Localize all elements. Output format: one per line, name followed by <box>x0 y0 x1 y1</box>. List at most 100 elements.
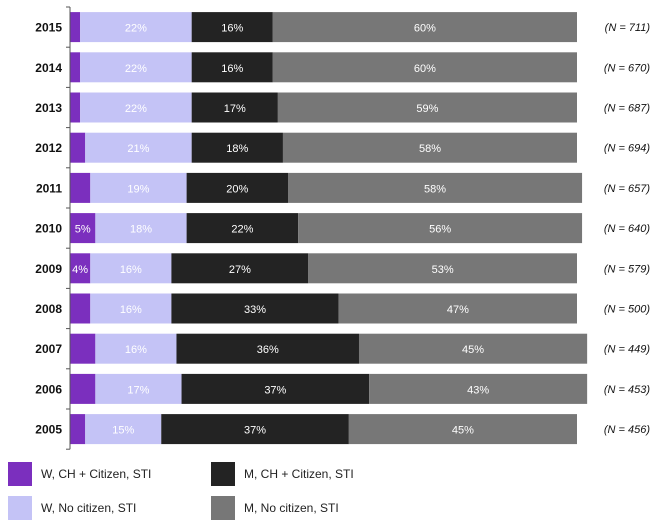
bar-segment <box>338 293 577 324</box>
bar-segment <box>181 373 370 404</box>
year-label: 2010 <box>35 222 62 236</box>
bar-segment <box>308 253 577 284</box>
year-label: 2012 <box>35 141 62 155</box>
bar-data-label: 45% <box>462 344 484 356</box>
bar-data-label: 60% <box>414 63 436 75</box>
bar-segment <box>70 293 91 324</box>
bar-data-label: 21% <box>127 143 149 155</box>
n-label: (N = 711) <box>605 22 651 34</box>
bar-data-label: 60% <box>414 23 436 35</box>
bar-data-label: 36% <box>257 344 279 356</box>
n-label: (N = 694) <box>604 143 650 155</box>
bar-data-label: 16% <box>125 344 147 356</box>
bar-data-label: 59% <box>416 103 438 115</box>
bar-data-label: 19% <box>127 183 149 195</box>
bar-data-label: 37% <box>264 384 286 396</box>
year-label: 2007 <box>35 342 62 356</box>
bar-segment <box>191 12 273 43</box>
n-label: (N = 449) <box>604 344 650 356</box>
n-label: (N = 670) <box>604 62 650 74</box>
bar-segment <box>90 172 187 203</box>
bar-segment <box>70 253 91 284</box>
bar-data-label: 56% <box>429 224 451 236</box>
bar-data-label: 47% <box>447 304 469 316</box>
bar-data-label: 22% <box>125 63 147 75</box>
bar-segment <box>191 92 278 123</box>
bar-segment <box>95 373 182 404</box>
n-label: (N = 453) <box>604 384 650 396</box>
n-label: (N = 456) <box>604 424 650 436</box>
bar-segment <box>277 92 577 123</box>
bar-segment <box>70 52 81 83</box>
bar-segment <box>282 132 577 163</box>
bar-segment <box>298 213 583 244</box>
bar-segment <box>80 52 192 83</box>
bar-segment <box>161 414 349 445</box>
year-label: 2014 <box>35 61 62 75</box>
bar-segment <box>80 12 192 43</box>
bar-data-label: 15% <box>112 425 134 437</box>
bar-segment <box>70 373 96 404</box>
year-label: 2008 <box>35 302 62 316</box>
bar-segment <box>90 253 172 284</box>
bar-data-label: 43% <box>467 384 489 396</box>
bar-segment <box>272 52 577 83</box>
bar-segment <box>171 253 309 284</box>
bar-data-label: 17% <box>224 103 246 115</box>
bar-segment <box>85 414 162 445</box>
year-label: 2011 <box>36 181 62 195</box>
n-label: (N = 500) <box>604 304 650 316</box>
n-label: (N = 657) <box>604 183 650 195</box>
bar-segment <box>186 213 299 244</box>
bar-data-label: 16% <box>120 264 142 276</box>
bar-data-label: 22% <box>125 103 147 115</box>
bar-data-label: 27% <box>229 264 251 276</box>
bar-segment <box>191 52 273 83</box>
bar-data-label: 33% <box>244 304 266 316</box>
bar-data-label: 58% <box>419 143 441 155</box>
bar-data-label: 16% <box>221 63 243 75</box>
bar-segment <box>90 293 172 324</box>
bar-data-label: 45% <box>452 425 474 437</box>
bar-segment <box>272 12 577 43</box>
bar-segment <box>70 12 81 43</box>
bar-segment <box>70 414 86 445</box>
bar-segment <box>85 132 192 163</box>
bar-segment <box>348 414 577 445</box>
bar-data-label: 4% <box>72 264 88 276</box>
bar-segment <box>369 373 588 404</box>
n-label: (N = 640) <box>604 223 650 235</box>
bar-data-label: 16% <box>120 304 142 316</box>
year-label: 2009 <box>35 262 62 276</box>
bar-segment <box>70 172 91 203</box>
n-label: (N = 579) <box>604 263 650 275</box>
year-label: 2013 <box>35 101 62 115</box>
bar-segment <box>70 213 96 244</box>
year-label: 2015 <box>35 21 62 35</box>
year-label: 2006 <box>35 382 62 396</box>
bar-data-label: 22% <box>125 23 147 35</box>
bar-data-label: 20% <box>226 183 248 195</box>
year-label: 2005 <box>35 423 62 437</box>
bar-segment <box>358 333 588 364</box>
bar-segment <box>70 132 86 163</box>
bar-segment <box>95 213 187 244</box>
bar-data-label: 58% <box>424 183 446 195</box>
bar-segment <box>70 333 96 364</box>
bar-segment <box>186 172 289 203</box>
bar-data-label: 17% <box>127 384 149 396</box>
bar-data-label: 18% <box>226 143 248 155</box>
bar-data-label: 22% <box>231 224 253 236</box>
bar-segment <box>288 172 583 203</box>
bar-segment <box>171 293 339 324</box>
bar-data-label: 16% <box>221 23 243 35</box>
bar-segment <box>95 333 177 364</box>
bar-data-label: 5% <box>75 224 91 236</box>
bar-segment <box>191 132 283 163</box>
bar-data-label: 18% <box>130 224 152 236</box>
bar-data-label: 37% <box>244 425 266 437</box>
bar-segment <box>176 333 359 364</box>
bar-segment <box>70 92 81 123</box>
bar-segment <box>80 92 192 123</box>
